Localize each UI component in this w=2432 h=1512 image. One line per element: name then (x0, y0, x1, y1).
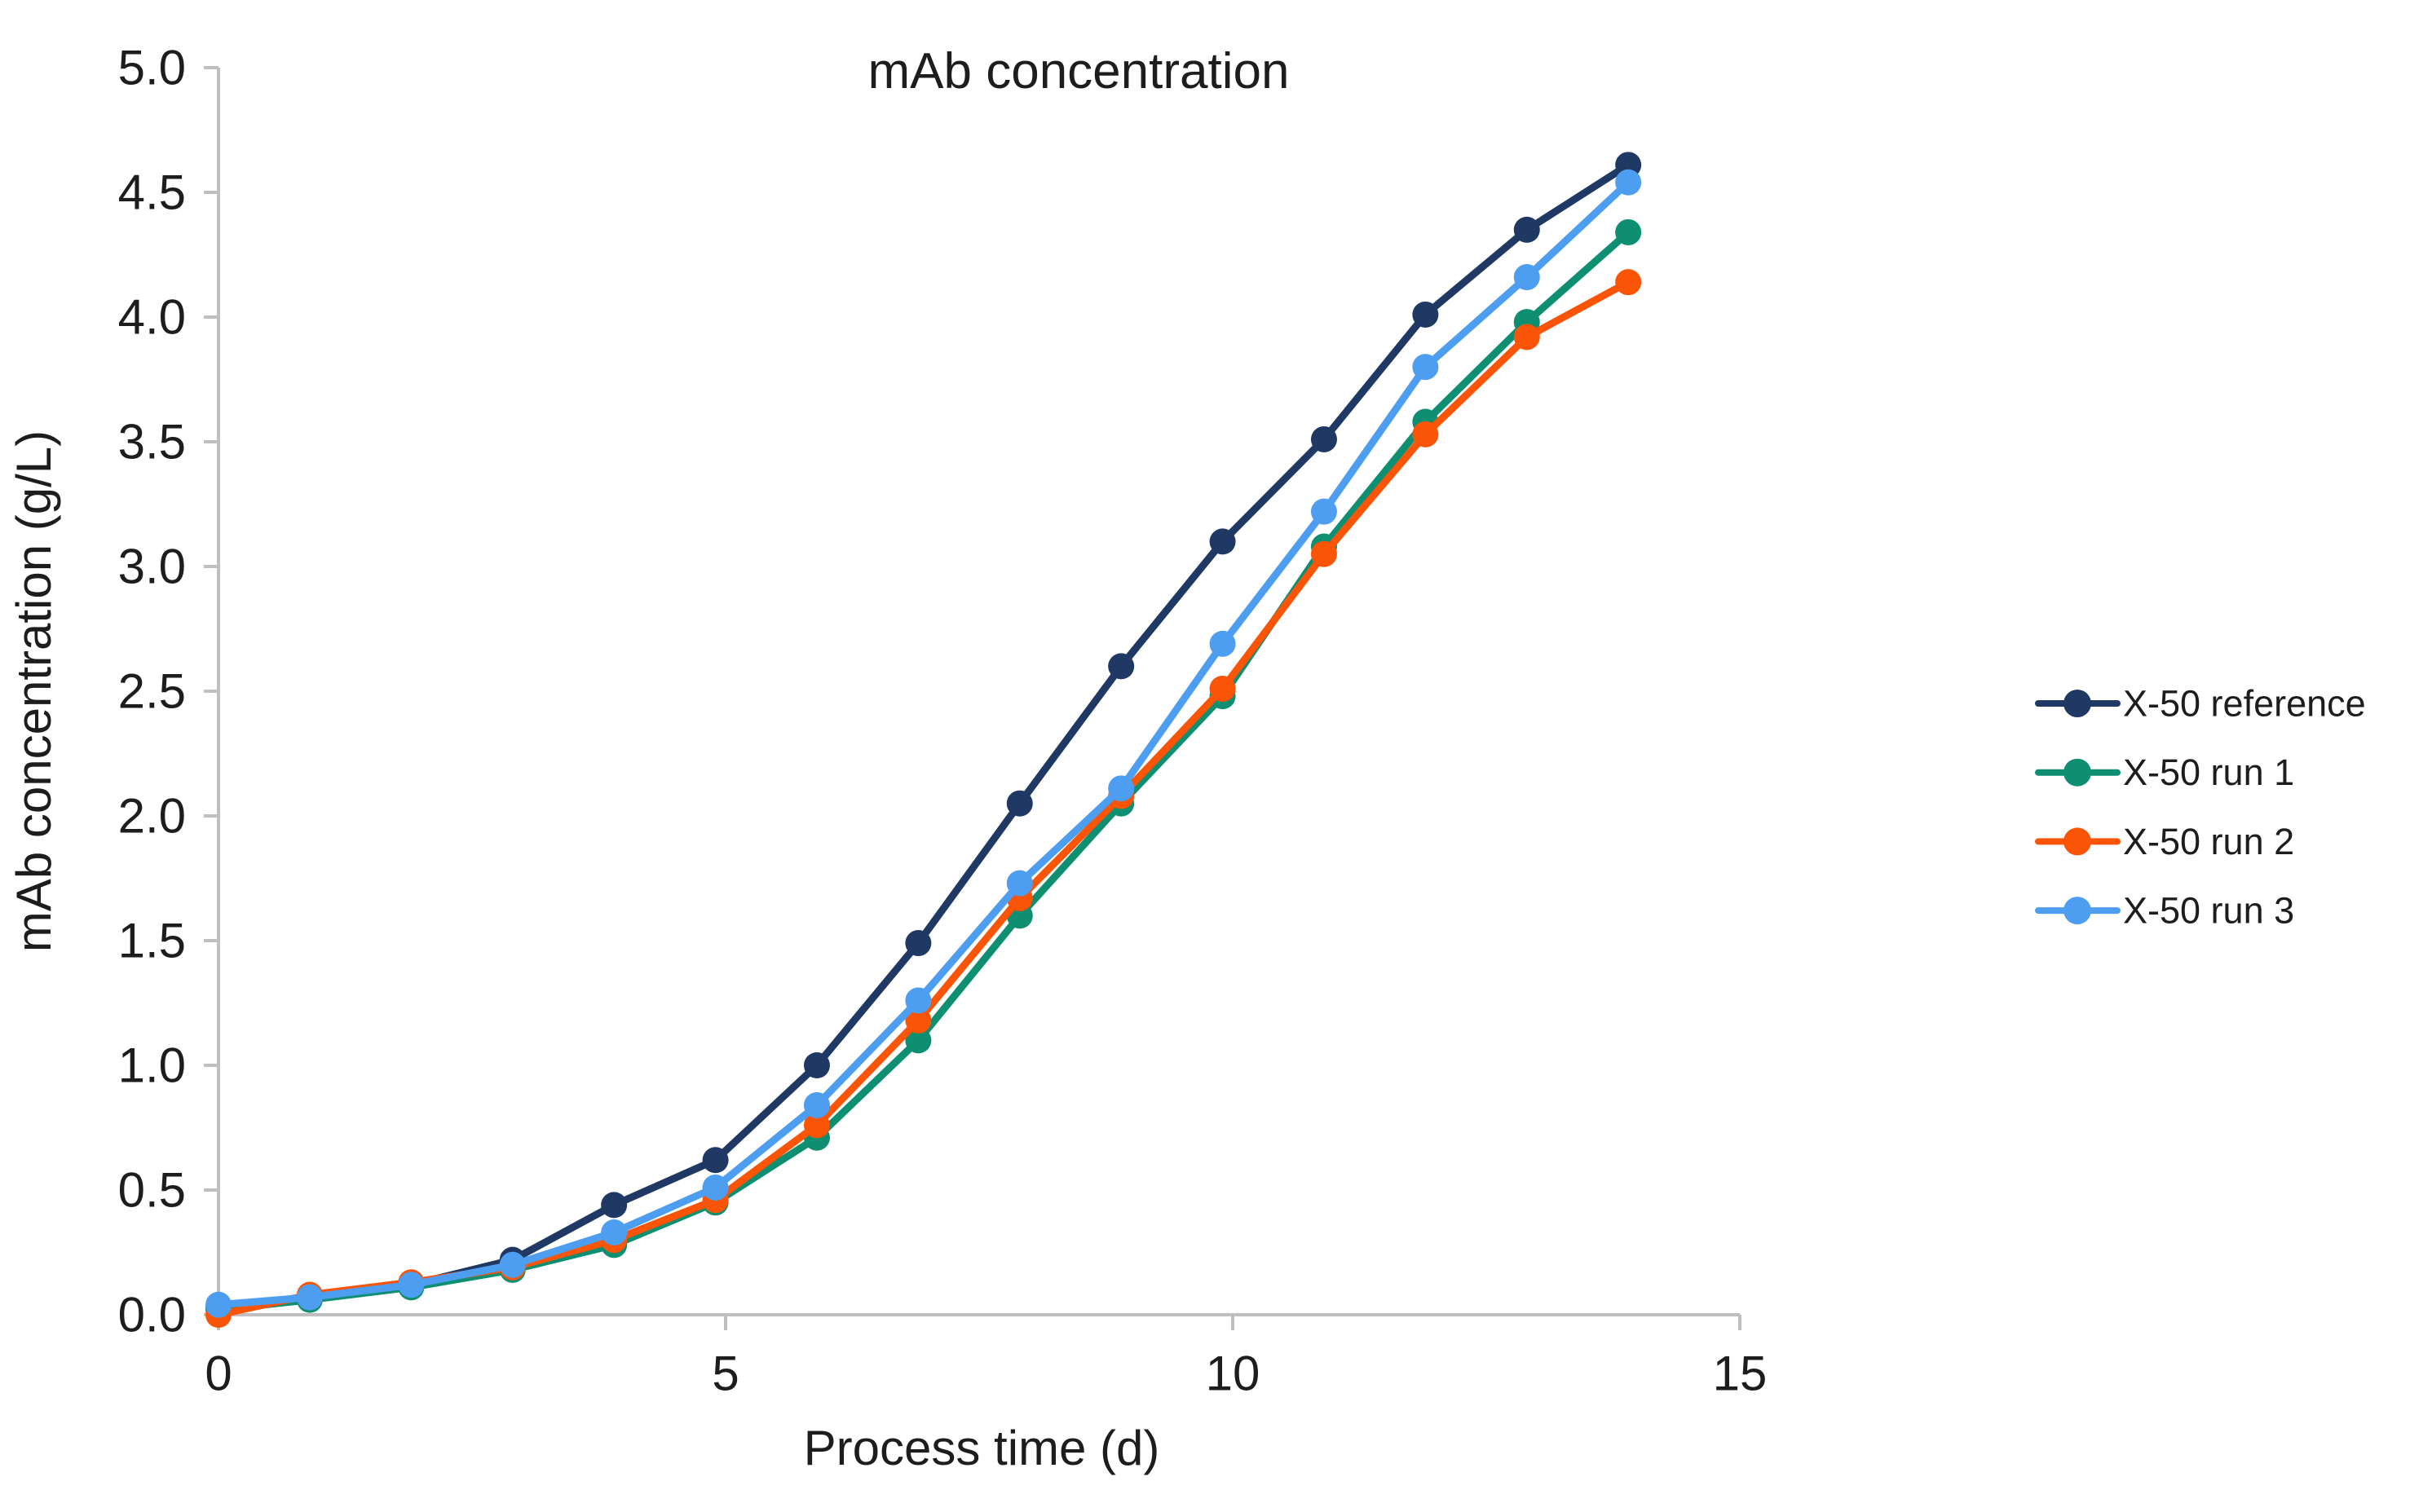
legend-label: X-50 reference (2123, 683, 2366, 725)
x-tick-label: 5 (712, 1347, 739, 1401)
data-point-x-50-run-3 (702, 1174, 729, 1201)
data-point-x-50-run-2 (905, 1007, 932, 1034)
data-point-x-50-run-3 (1209, 630, 1236, 657)
data-point-x-50-run-3 (296, 1284, 323, 1311)
data-point-x-50-reference (803, 1052, 830, 1078)
y-tick-label: 3.0 (118, 540, 186, 594)
series-x-50-run-2 (205, 269, 1642, 1328)
data-point-x-50-run-2 (1412, 421, 1439, 447)
axes: 0 5 10 15 0.0 0.5 1.0 1.5 2.0 2.5 3.0 3.5 4.0 4.5 5.0 (118, 41, 1768, 1401)
data-point-x-50-reference (1412, 301, 1439, 328)
legend-label: X-50 run 3 (2123, 890, 2294, 932)
legend: X-50 reference X-50 run 1 X-50 run 2 X-50 r… (2035, 683, 2366, 932)
y-tick-label: 0.0 (118, 1288, 186, 1342)
legend-item-x-50-run-2: X-50 run 2 (2035, 821, 2294, 862)
legend-item-x-50-run-3: X-50 run 3 (2035, 890, 2294, 932)
y-axis-title: mAb concentration (g/L) (7, 430, 61, 952)
x-tick-label: 0 (205, 1347, 232, 1401)
data-point-x-50-run-2 (1615, 269, 1642, 296)
data-point-x-50-run-1 (1615, 218, 1642, 245)
data-point-x-50-reference (905, 930, 932, 957)
data-point-x-50-run-3 (1615, 169, 1642, 196)
data-point-x-50-run-3 (1513, 264, 1540, 291)
legend-marker-dot (2063, 827, 2091, 856)
y-tick-label: 3.5 (118, 415, 186, 469)
y-tick-label: 4.5 (118, 165, 186, 220)
data-point-x-50-reference (601, 1192, 628, 1219)
data-point-x-50-reference (702, 1147, 729, 1174)
data-point-x-50-run-2 (803, 1112, 830, 1139)
data-point-x-50-run-3 (803, 1091, 830, 1118)
data-point-x-50-reference (1513, 216, 1540, 243)
legend-item-x-50-run-1: X-50 run 1 (2035, 752, 2294, 793)
data-point-x-50-run-3 (905, 987, 932, 1014)
data-point-x-50-reference (1209, 528, 1236, 555)
data-point-x-50-run-2 (1209, 675, 1236, 702)
data-point-x-50-run-2 (1513, 324, 1540, 350)
legend-label: X-50 run 2 (2123, 821, 2294, 862)
y-tick-label: 1.5 (118, 914, 186, 968)
data-point-x-50-run-3 (398, 1272, 425, 1298)
y-tick-label: 0.5 (118, 1163, 186, 1218)
data-point-x-50-run-3 (205, 1291, 232, 1318)
series-line-x-50-run-3 (214, 179, 1632, 1309)
data-point-x-50-run-3 (1412, 354, 1439, 381)
y-tick-label: 4.0 (118, 290, 186, 345)
data-point-x-50-run-2 (1310, 540, 1337, 567)
legend-label: X-50 run 1 (2123, 752, 2294, 793)
series-line-x-50-reference (214, 161, 1632, 1311)
data-point-x-50-run-3 (1310, 498, 1337, 525)
legend-marker-dot (2063, 758, 2091, 787)
data-point-x-50-reference (1006, 790, 1033, 817)
x-tick-label: 15 (1713, 1347, 1768, 1401)
legend-marker-dot (2063, 690, 2091, 717)
data-point-x-50-run-1 (905, 1027, 932, 1054)
data-point-x-50-run-3 (499, 1251, 526, 1278)
data-point-x-50-reference (1310, 425, 1337, 452)
series-line-x-50-run-1 (214, 228, 1632, 1314)
y-tick-label: 2.5 (118, 664, 186, 719)
series-x-50-run-1 (205, 218, 1642, 1323)
x-axis-title: Process time (d) (804, 1421, 1160, 1475)
series-x-50-run-3 (205, 169, 1642, 1318)
y-tick-label: 1.0 (118, 1038, 186, 1093)
x-tick-label: 10 (1206, 1347, 1260, 1401)
data-point-x-50-run-3 (1006, 870, 1033, 897)
y-tick-label: 2.0 (118, 789, 186, 844)
data-point-x-50-run-3 (601, 1219, 628, 1246)
series-x-50-reference (205, 152, 1642, 1320)
legend-item-x-50-reference: X-50 reference (2035, 683, 2366, 725)
data-point-x-50-reference (1108, 653, 1135, 680)
y-tick-label: 5.0 (118, 41, 186, 95)
data-point-x-50-run-3 (1108, 775, 1135, 802)
chart-title: mAb concentration (868, 43, 1290, 99)
plot-area (205, 152, 1642, 1328)
legend-marker-dot (2063, 897, 2091, 925)
